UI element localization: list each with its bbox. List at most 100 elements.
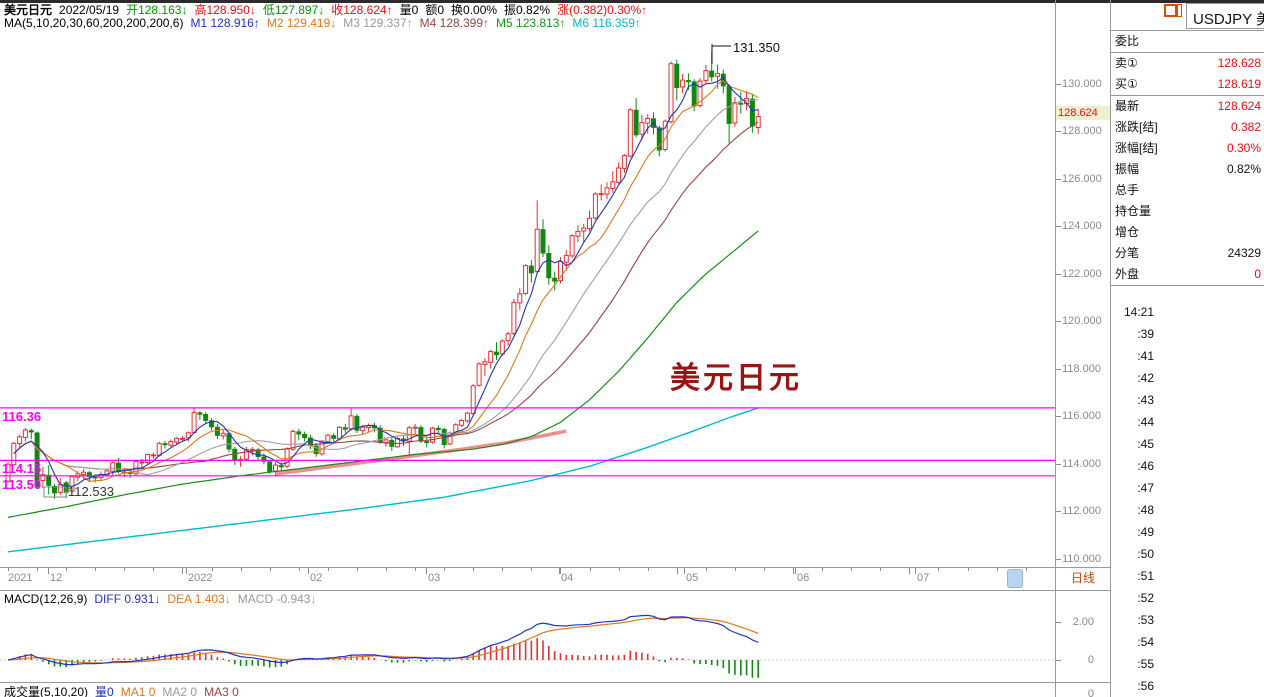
candle-body <box>284 448 290 467</box>
candle-body <box>703 70 709 82</box>
quote-row: 增仓 <box>1111 222 1264 243</box>
tick-time[interactable]: :54 <box>1137 635 1154 649</box>
candle-body <box>715 73 720 77</box>
candle-body <box>255 449 261 458</box>
macd-bottom-border <box>0 682 1110 683</box>
candle-body <box>57 484 63 493</box>
tick-time[interactable]: :53 <box>1137 613 1154 627</box>
candle-body <box>249 448 255 451</box>
candle-body <box>214 426 220 436</box>
candle-body <box>40 474 46 482</box>
x-axis-tick <box>95 568 96 571</box>
candle-body <box>621 155 627 169</box>
candle-body <box>592 193 598 219</box>
candle-body <box>552 277 558 282</box>
restore-window-icon[interactable] <box>1164 4 1184 17</box>
quote-header-token: 涨(0.382)0.30%↑ <box>557 3 648 17</box>
price-axis-label: 122.000 <box>1062 267 1102 280</box>
period-selector[interactable]: 日线 <box>1070 571 1095 585</box>
x-axis-tick <box>677 568 678 574</box>
candle-body <box>92 476 98 479</box>
chart-scrollbar-thumb[interactable] <box>1007 569 1023 588</box>
tick-time[interactable]: :51 <box>1137 569 1154 583</box>
candle-body <box>110 462 116 472</box>
price-axis-tick <box>1056 416 1061 417</box>
tick-time[interactable]: :41 <box>1137 349 1154 363</box>
tick-time[interactable]: :55 <box>1137 657 1154 671</box>
candle-body <box>168 441 174 446</box>
tick-time[interactable]: :46 <box>1137 459 1154 473</box>
candle-body <box>325 434 331 443</box>
candle-body <box>104 470 110 476</box>
macd-legend-token: MACD -0.943↓ <box>237 592 317 606</box>
candle-body <box>459 420 465 426</box>
candle-body <box>627 109 633 157</box>
candle-body <box>11 442 17 466</box>
candlestick-chart[interactable] <box>0 0 1056 697</box>
tick-time[interactable]: :49 <box>1137 525 1154 539</box>
candle-body <box>296 431 302 435</box>
x-axis-month-tick <box>559 568 560 574</box>
x-axis-label: 12 <box>50 572 63 584</box>
tick-time[interactable]: :56 <box>1137 679 1154 693</box>
candle-body <box>424 441 430 444</box>
x-axis-tick <box>531 568 532 571</box>
volume-legend-token: 成交量(5,10,20) <box>4 685 89 697</box>
candle-body <box>412 426 418 429</box>
x-axis-month-tick <box>48 568 49 574</box>
low-annotation-box[interactable] <box>43 486 67 498</box>
ma-legend-token: M6 116.359↑ <box>572 16 641 30</box>
quote-row-value: 128.619 <box>1217 77 1261 91</box>
quote-row: 涨跌[结] 0.382 <box>1111 117 1264 138</box>
ma30-line <box>19 121 759 470</box>
candle-body <box>226 433 232 450</box>
tick-time[interactable]: :39 <box>1137 327 1154 341</box>
tick-time[interactable]: :42 <box>1137 371 1154 385</box>
price-axis-label: 130.000 <box>1062 77 1102 90</box>
tick-time[interactable]: :50 <box>1137 547 1154 561</box>
tick-time[interactable]: :52 <box>1137 591 1154 605</box>
x-axis-tick <box>241 568 242 571</box>
volume-legend-token: MA2 0 <box>162 685 198 697</box>
tick-time[interactable]: :44 <box>1137 415 1154 429</box>
candle-body <box>738 102 744 105</box>
tick-time[interactable]: :45 <box>1137 437 1154 451</box>
candle-body <box>273 464 278 472</box>
candle-body <box>267 461 273 472</box>
x-axis-tick <box>270 568 271 571</box>
x-axis-tick <box>735 568 736 571</box>
x-axis-tick <box>299 568 300 571</box>
candle-body <box>220 432 226 437</box>
tick-time[interactable]: :48 <box>1137 503 1154 517</box>
candle-body <box>598 193 604 196</box>
x-axis-label: 06 <box>797 572 810 584</box>
candle-body <box>528 265 534 274</box>
tick-time[interactable]: 14:21 <box>1123 305 1154 319</box>
x-axis-tick <box>66 568 67 571</box>
price-axis-tick <box>1056 226 1061 227</box>
quote-header-token: 额0 <box>425 3 445 17</box>
candle-body <box>156 442 162 456</box>
price-axis-label: 118.000 <box>1062 362 1101 375</box>
volume-axis-label: 0 <box>1087 688 1094 697</box>
ma-legend-token: MA(5,10,20,30,60,200,200,200,6) <box>4 16 184 30</box>
candle-body <box>46 474 52 486</box>
restore-window-icon-square <box>1164 4 1177 17</box>
quote-panel-title: USDJPY 美 <box>1193 11 1264 28</box>
candle-body <box>337 426 342 440</box>
candle-body <box>383 439 389 443</box>
trendline-level-label: 116.36 <box>2 408 42 424</box>
tick-time[interactable]: :43 <box>1137 393 1154 407</box>
x-axis-tick <box>124 568 125 571</box>
x-axis-label: 2022 <box>188 572 213 584</box>
tick-time-list[interactable]: 14:21 :39 :41 :42 :43 :44 :45 :46 :47 :48 :49 :50 :5… <box>1114 301 1264 697</box>
candle-body <box>604 187 610 195</box>
quote-row-label: 委比 <box>1115 34 1140 48</box>
quote-row: 卖① 128.628 <box>1111 53 1264 74</box>
candle-body <box>313 445 319 455</box>
quote-panel-rows: 委比 卖① 128.628 买① 128.619 最新 128.624 涨跌[结] 0.382 涨… <box>1111 30 1264 286</box>
x-axis-month-tick <box>915 568 916 574</box>
tick-time[interactable]: :47 <box>1137 481 1154 495</box>
x-axis-tick <box>1026 568 1027 571</box>
candle-body <box>464 412 470 422</box>
